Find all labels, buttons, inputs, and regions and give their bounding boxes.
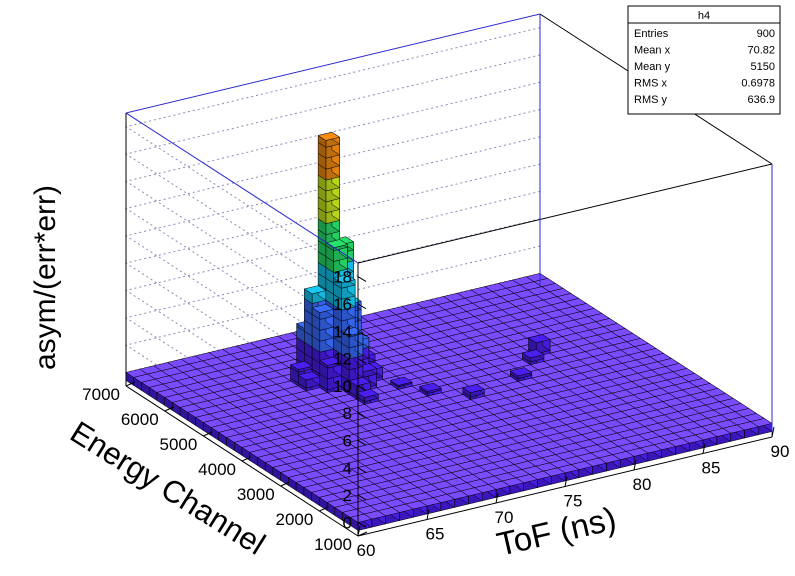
- y-tick: [203, 431, 213, 437]
- y-tick: [319, 506, 329, 512]
- x-tick: [633, 459, 637, 471]
- z-tick-label: 16: [333, 295, 352, 314]
- y-tick: [280, 481, 290, 487]
- histogram-bar: [349, 513, 373, 531]
- stats-box: h4 Entries 900 Mean x 70.82 Mean y 5150 RMS x 0…: [627, 5, 781, 115]
- stats-row-label: RMS y: [634, 94, 668, 106]
- stats-row-value: 636.9: [747, 94, 775, 106]
- stats-row-label: Mean x: [634, 45, 671, 57]
- x-tick-label: 90: [771, 442, 790, 461]
- z-tick-label: 2: [343, 486, 352, 505]
- z-tick: [357, 467, 367, 473]
- y-tick: [241, 456, 252, 462]
- histogram-bar: [556, 464, 580, 482]
- z-tick: [357, 330, 367, 337]
- stats-title: h4: [698, 10, 710, 22]
- y-tick: [357, 531, 368, 537]
- z-tick: [357, 412, 367, 419]
- histogram-bar: [653, 441, 677, 459]
- z-axis-title: asym/(err*err): [29, 185, 62, 370]
- x-tick: [426, 509, 430, 520]
- z-tick: [357, 276, 367, 282]
- y-tick: [125, 381, 136, 387]
- y-tick: [164, 406, 174, 412]
- frame-top-left: [125, 112, 359, 264]
- x-tick: [564, 476, 568, 487]
- stats-row-value: 900: [757, 28, 775, 40]
- x-tick: [771, 426, 775, 438]
- z-tick-label: 18: [333, 268, 352, 287]
- y-tick-label: 6000: [121, 410, 159, 429]
- z-tick-label: 10: [333, 377, 352, 396]
- histogram-bars: [125, 131, 773, 531]
- stats-row-label: RMS x: [634, 78, 668, 90]
- frame-top-back: [125, 13, 541, 114]
- z-tick-label: 0: [343, 513, 352, 532]
- stats-row-label: Mean y: [634, 61, 671, 73]
- z-tick: [357, 521, 367, 528]
- y-tick-label: 2000: [276, 510, 314, 529]
- stats-row-value: 0.6978: [741, 78, 775, 90]
- z-tick: [357, 494, 367, 501]
- z-tick-label: 4: [343, 459, 352, 478]
- z-tick: [357, 440, 367, 446]
- z-tick-label: 6: [343, 431, 352, 450]
- z-tick: [357, 358, 367, 364]
- z-tick-label: 8: [343, 404, 352, 423]
- z-tick: [357, 303, 367, 310]
- x-tick: [702, 443, 706, 454]
- frame-top-front: [357, 163, 773, 264]
- x-tick: [357, 525, 361, 537]
- z-tick: [357, 385, 367, 392]
- y-tick-label: 7000: [82, 385, 120, 404]
- x-tick-label: 80: [633, 475, 652, 494]
- histogram-bar: [460, 487, 483, 505]
- z-tick-label: 14: [333, 322, 352, 341]
- x-tick-label: 60: [357, 541, 376, 560]
- y-tick-label: 4000: [198, 460, 236, 479]
- y-tick-label: 1000: [314, 535, 352, 554]
- tick-marks: [125, 276, 775, 537]
- stats-row-label: Entries: [634, 28, 669, 40]
- y-tick-label: 3000: [237, 485, 275, 504]
- x-tick-label: 85: [702, 459, 721, 478]
- stats-row-value: 70.82: [747, 45, 775, 57]
- x-tick: [495, 492, 499, 504]
- z-tick-label: 12: [333, 350, 352, 369]
- x-tick-label: 65: [426, 525, 445, 544]
- y-tick-label: 5000: [160, 435, 198, 454]
- x-tick-label: 75: [564, 492, 583, 511]
- stats-box-frame: [627, 5, 781, 115]
- x-tick-label: 70: [495, 508, 514, 527]
- tick-labels: 0 2 4 6 8 10 12 14 16 18 60 65 70 75 80 85 90 10002000300…: [82, 268, 789, 560]
- stats-row-value: 5150: [751, 61, 775, 73]
